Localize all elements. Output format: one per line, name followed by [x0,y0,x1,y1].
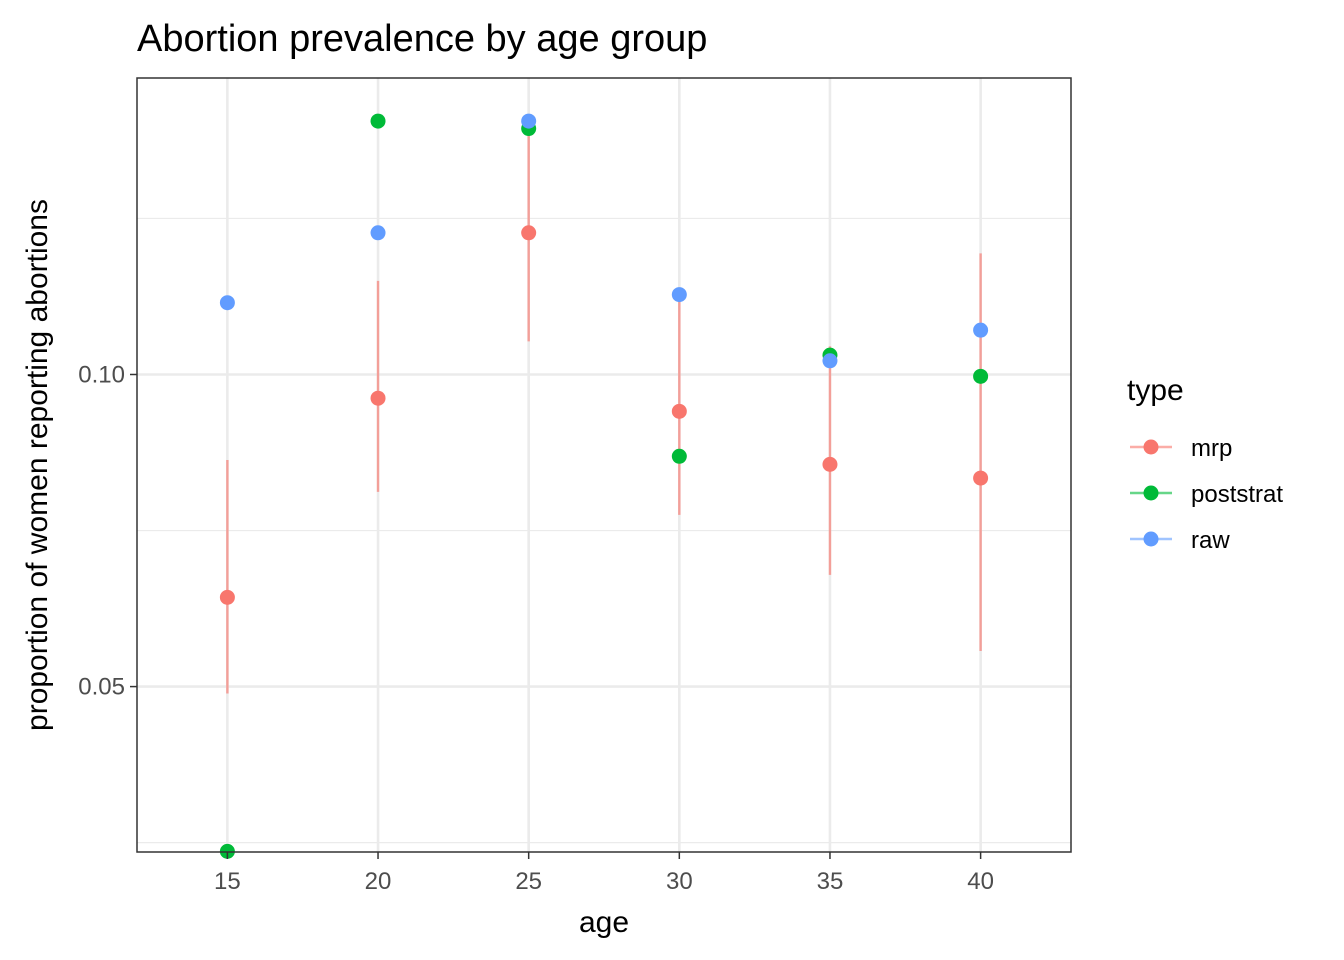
y-axis-title: proportion of women reporting abortions [21,199,54,731]
x-tick-label: 20 [365,868,392,895]
poststrat-point [370,113,386,129]
x-tick-label: 15 [214,868,241,895]
legend-label-poststrat: poststrat [1191,481,1283,508]
plot-panel [136,77,1072,859]
x-tick-label: 40 [967,868,994,895]
y-axis: 0.05 0.10 [78,361,137,701]
mrp-point [370,390,386,406]
raw-point [521,113,537,129]
y-tick-label: 0.10 [78,361,125,388]
mrp-point [671,403,687,419]
panel-background [137,78,1071,852]
legend-title: type [1127,374,1184,407]
data-points [219,113,989,859]
legend-key-point-raw [1143,531,1159,547]
raw-point [973,322,989,338]
raw-point [219,295,235,311]
legend-key-point-poststrat [1143,485,1159,501]
legend-keys: mrp poststrat raw [1130,435,1283,554]
minor-gridlines [137,217,1071,844]
x-axis: 15 20 25 30 35 40 [214,852,994,895]
x-tick-label: 35 [817,868,844,895]
legend-label-mrp: mrp [1191,435,1232,462]
x-tick-label: 25 [515,868,542,895]
legend: type mrp poststrat raw [1127,374,1283,554]
poststrat-point [973,368,989,384]
raw-point [671,287,687,303]
chart-title: Abortion prevalence by age group [137,18,707,60]
legend-label-raw: raw [1191,527,1230,554]
legend-key-point-mrp [1143,439,1159,455]
x-tick-label: 30 [666,868,693,895]
poststrat-point [671,448,687,464]
y-tick-label: 0.05 [78,674,125,701]
raw-point [370,225,386,241]
panel-border [136,77,1072,853]
mrp-point [219,589,235,605]
mrp-point [822,456,838,472]
raw-point [822,353,838,369]
mrp-point [521,225,537,241]
x-axis-title: age [579,906,629,939]
mrp-point [973,470,989,486]
